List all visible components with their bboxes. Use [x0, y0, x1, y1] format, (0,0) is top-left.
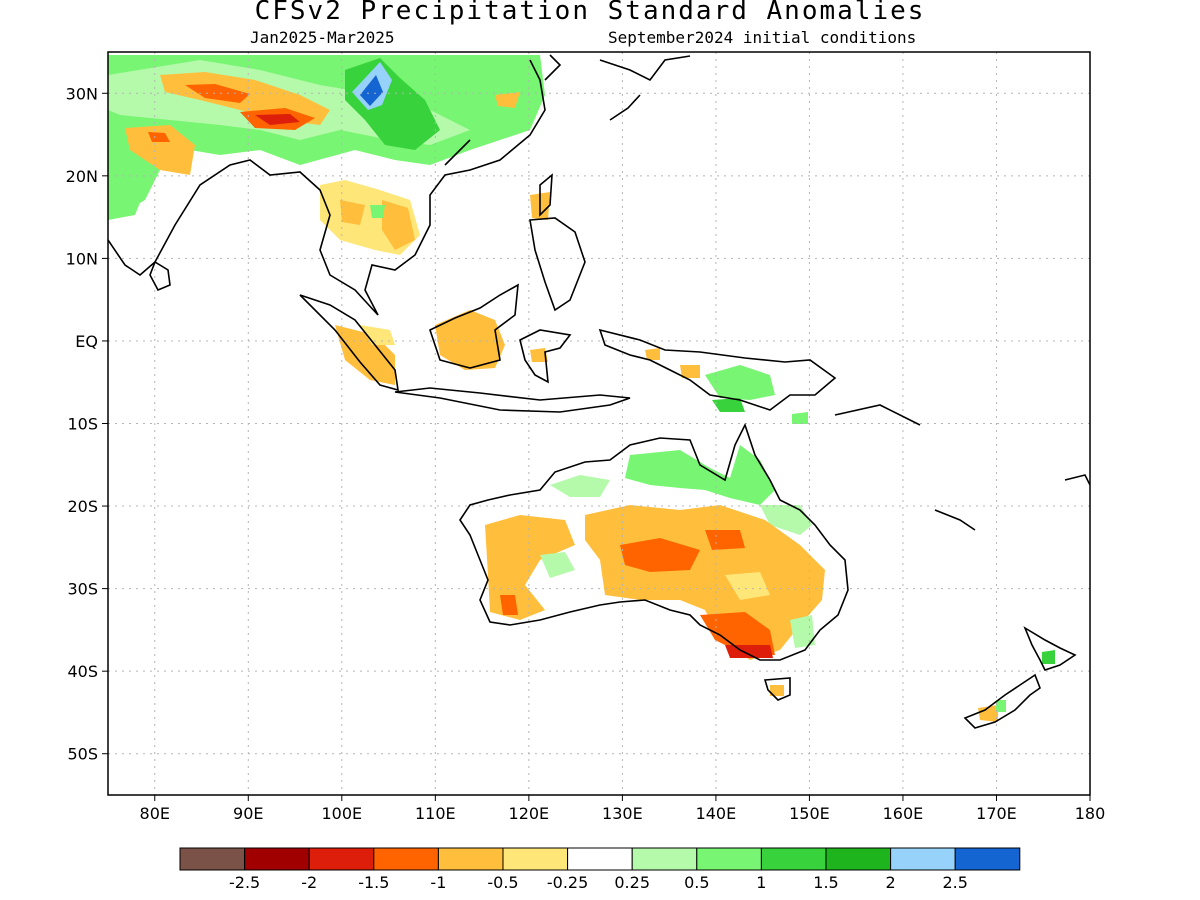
legend-label: -2.5 — [229, 873, 260, 892]
map-axes: 30N 20N 10N EQ 10S 20S 30S 40S 50S 80E 90E 100E 110E… — [66, 84, 1106, 823]
legend-swatch — [696, 847, 762, 871]
legend-swatch — [502, 847, 569, 871]
legend-swatch — [567, 847, 633, 871]
lat-tick-label: 20N — [66, 167, 98, 186]
anomaly-shading — [108, 55, 1055, 722]
lat-tick-label: 30S — [67, 580, 98, 599]
lon-tick-label: 130E — [602, 804, 643, 823]
legend-label: 1 — [756, 873, 766, 892]
lon-tick-label: 150E — [789, 804, 830, 823]
legend-swatch — [244, 847, 310, 871]
lon-tick-label: 120E — [509, 804, 550, 823]
lat-tick-label: EQ — [75, 332, 98, 351]
lon-tick-label: 100E — [321, 804, 362, 823]
lon-tick-label: 90E — [233, 804, 263, 823]
lat-tick-label: 10N — [66, 249, 98, 268]
legend-swatch — [760, 847, 827, 871]
lon-tick-label: 180 — [1075, 804, 1106, 823]
lat-tick-label: 50S — [67, 745, 98, 764]
legend-swatch — [308, 847, 375, 871]
initial-conditions: September2024 initial conditions — [608, 28, 917, 47]
legend-swatch — [954, 847, 1021, 871]
gridlines — [108, 52, 1090, 795]
legend-swatch — [373, 847, 439, 871]
color-legend: -2.5 -2 -1.5 -1 -0.5 -0.25 0.25 0.5 1 1.5 2 2.5 — [179, 847, 1021, 892]
legend-swatch — [890, 847, 956, 871]
legend-label: 2 — [886, 873, 896, 892]
legend-label: 0.25 — [614, 873, 650, 892]
lat-tick-label: 30N — [66, 84, 98, 103]
legend-swatch — [825, 847, 892, 871]
legend-label: -1.5 — [358, 873, 389, 892]
legend-label: -0.25 — [547, 873, 588, 892]
lon-tick-label: 110E — [415, 804, 456, 823]
legend-label: -1 — [430, 873, 446, 892]
legend-label: -0.5 — [487, 873, 518, 892]
legend-label: 0.5 — [684, 873, 709, 892]
legend-swatch — [437, 847, 504, 871]
lon-tick-label: 170E — [976, 804, 1017, 823]
chart-title: CFSv2 Precipitation Standard Anomalies — [254, 0, 926, 26]
coastlines — [108, 54, 1090, 729]
legend-label: 2.5 — [942, 873, 967, 892]
lon-tick-label: 140E — [696, 804, 737, 823]
lat-tick-label: 10S — [67, 415, 98, 434]
legend-label: 1.5 — [813, 873, 838, 892]
lon-tick-label: 80E — [140, 804, 170, 823]
legend-swatch — [179, 847, 246, 871]
lon-tick-label: 160E — [883, 804, 924, 823]
legend-label: -2 — [301, 873, 317, 892]
forecast-period: Jan2025-Mar2025 — [250, 28, 395, 47]
lat-tick-label: 20S — [67, 497, 98, 516]
lat-tick-label: 40S — [67, 662, 98, 681]
legend-swatch — [631, 847, 698, 871]
